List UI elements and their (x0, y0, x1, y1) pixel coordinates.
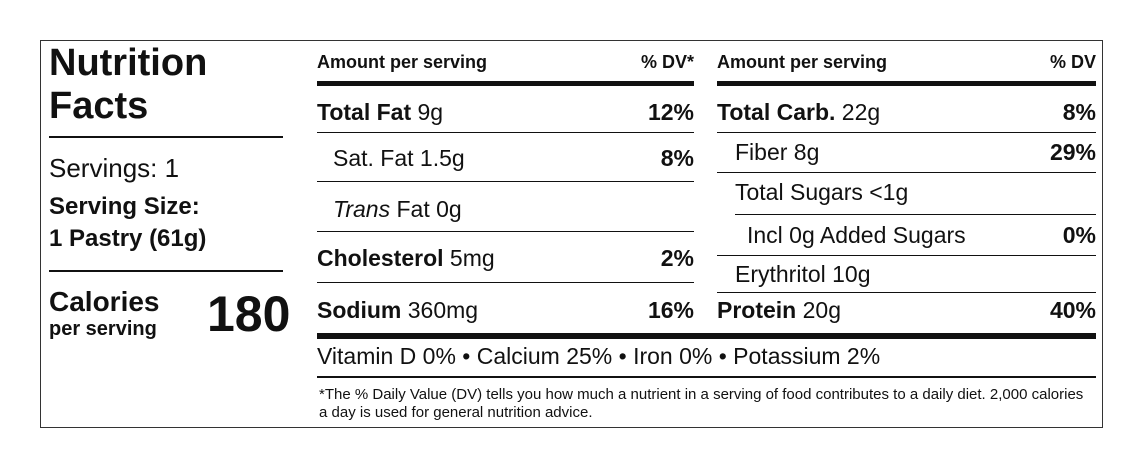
servings-text: Servings: 1 (49, 153, 180, 183)
nutrient-amount: 9g (411, 99, 444, 125)
right-header-bar (717, 81, 1096, 86)
row-divider (717, 255, 1096, 256)
left-header-bar (317, 81, 694, 86)
right-header-amount: Amount per serving (717, 52, 888, 72)
left-dv-4: 16% (647, 297, 694, 323)
right-row-3: Incl 0g Added Sugars (747, 222, 966, 249)
nutrient-name: Cholesterol (317, 245, 444, 271)
nutrient-amount: 10g (825, 261, 871, 287)
nutrient-name: Total Sugars (735, 179, 863, 205)
calories-label: Calories (49, 286, 160, 317)
left-dv-1: 8% (660, 145, 694, 171)
nutrient-amount: Fat 0g (390, 196, 462, 222)
row-divider (317, 132, 694, 133)
vitamins-top-bar (317, 333, 1096, 339)
right-dv-3: 0% (1062, 222, 1096, 248)
nutrient-amount: 360mg (401, 297, 479, 323)
right-row-2: Total Sugars <1g (735, 179, 908, 206)
nutrient-name: Erythritol (735, 261, 826, 287)
nutrient-name: Incl 0g Added Sugars (747, 222, 966, 248)
nutrient-name: Trans (333, 196, 391, 222)
nutrient-amount: 20g (796, 297, 841, 323)
nutrient-name: Fiber (735, 139, 788, 165)
row-divider (717, 292, 1096, 293)
nutrient-amount: <1g (862, 179, 909, 205)
nutrient-name: Total Fat (317, 99, 412, 125)
nutrition-facts-label: Nutrition Facts Servings: 1 Serving Size… (40, 40, 1103, 428)
left-row-3: Cholesterol 5mg (317, 245, 495, 272)
nutrient-amount: 5mg (443, 245, 495, 271)
left-row-4: Sodium 360mg (317, 297, 478, 324)
left-row-0: Total Fat 9g (317, 99, 443, 126)
right-row-5: Protein 20g (717, 297, 841, 324)
row-divider (317, 231, 694, 232)
nutrient-amount: 1.5g (413, 145, 465, 171)
row-divider (317, 282, 694, 283)
title-line-2: Facts (49, 85, 149, 127)
right-row-0: Total Carb. 22g (717, 99, 880, 126)
left-row-2: Trans Fat 0g (333, 196, 462, 223)
right-row-4: Erythritol 10g (735, 261, 871, 288)
nutrient-name: Sat. Fat (333, 145, 414, 171)
left-dv-3: 2% (660, 245, 694, 271)
footnote-divider (317, 376, 1096, 378)
left-header-dv: % DV* (640, 52, 694, 72)
row-divider (717, 172, 1096, 173)
nutrient-name: Total Carb. (717, 99, 836, 125)
nutrient-name: Sodium (317, 297, 402, 323)
row-divider (317, 181, 694, 182)
nutrient-name: Protein (717, 297, 797, 323)
right-row-1: Fiber 8g (735, 139, 819, 166)
nutrient-amount: 22g (835, 99, 881, 125)
left-header-amount: Amount per serving (317, 52, 488, 72)
nutrient-amount: 8g (787, 139, 820, 165)
left-dv-0: 12% (647, 99, 694, 125)
title-divider (49, 136, 283, 138)
calories-sublabel: per serving (49, 318, 157, 340)
calories-value: 180 (207, 286, 291, 342)
row-divider (717, 132, 1096, 133)
serving-divider (49, 270, 283, 272)
right-dv-0: 8% (1062, 99, 1096, 125)
vitamins-minerals-line: Vitamin D 0% • Calcium 25% • Iron 0% • P… (317, 343, 881, 369)
right-dv-5: 40% (1049, 297, 1096, 323)
serving-size-value: 1 Pastry (61g) (49, 225, 207, 252)
title-line-1: Nutrition (49, 42, 208, 84)
daily-value-footnote: *The % Daily Value (DV) tells you how mu… (319, 386, 1084, 421)
serving-size-label: Serving Size: (49, 193, 200, 220)
right-header-dv: % DV (1049, 52, 1096, 72)
right-dv-1: 29% (1049, 139, 1096, 165)
row-divider (735, 214, 1096, 215)
left-row-1: Sat. Fat 1.5g (333, 145, 465, 172)
